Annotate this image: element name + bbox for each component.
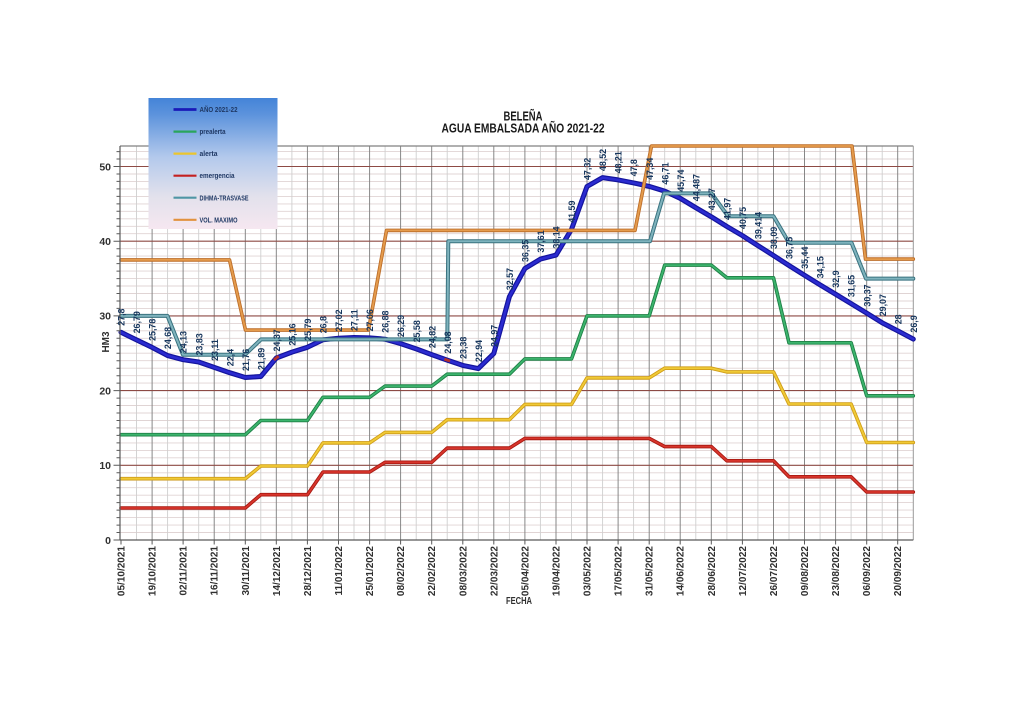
svg-text:FECHA: FECHA bbox=[506, 596, 532, 607]
svg-text:08/02/2022: 08/02/2022 bbox=[396, 546, 407, 596]
svg-text:50: 50 bbox=[99, 161, 111, 173]
svg-text:26,88: 26,88 bbox=[381, 310, 391, 332]
svg-text:41,59: 41,59 bbox=[567, 201, 577, 223]
svg-text:23,11: 23,11 bbox=[210, 339, 220, 361]
svg-text:25,16: 25,16 bbox=[288, 323, 298, 345]
svg-text:27,06: 27,06 bbox=[365, 309, 375, 331]
svg-text:06/09/2022: 06/09/2022 bbox=[862, 546, 873, 596]
svg-text:05/04/2022: 05/04/2022 bbox=[520, 546, 531, 596]
svg-text:21,89: 21,89 bbox=[256, 348, 266, 370]
svg-text:30/11/2021: 30/11/2021 bbox=[241, 546, 252, 596]
svg-text:20: 20 bbox=[99, 385, 111, 397]
svg-text:35,44: 35,44 bbox=[800, 247, 810, 269]
svg-text:21,76: 21,76 bbox=[241, 349, 251, 371]
svg-text:38,09: 38,09 bbox=[769, 227, 779, 249]
svg-text:05/10/2021: 05/10/2021 bbox=[117, 546, 128, 596]
svg-text:40: 40 bbox=[99, 236, 111, 248]
svg-text:24,68: 24,68 bbox=[163, 327, 173, 349]
svg-text:30,37: 30,37 bbox=[862, 284, 872, 306]
svg-text:26,29: 26,29 bbox=[396, 315, 406, 337]
svg-text:22,4: 22,4 bbox=[225, 349, 235, 366]
svg-text:40,75: 40,75 bbox=[738, 207, 748, 229]
svg-text:11/01/2022: 11/01/2022 bbox=[334, 546, 345, 596]
svg-text:22/02/2022: 22/02/2022 bbox=[427, 546, 438, 596]
svg-text:24,08: 24,08 bbox=[443, 331, 453, 353]
svg-text:26,9: 26,9 bbox=[909, 315, 919, 332]
svg-text:02/11/2021: 02/11/2021 bbox=[179, 546, 190, 596]
svg-text:14/12/2021: 14/12/2021 bbox=[272, 546, 283, 596]
svg-text:prealerta: prealerta bbox=[200, 127, 227, 136]
svg-text:12/07/2022: 12/07/2022 bbox=[738, 546, 749, 596]
svg-text:48,21: 48,21 bbox=[614, 151, 624, 173]
svg-text:32,57: 32,57 bbox=[505, 268, 515, 290]
svg-text:AÑO 2021-22: AÑO 2021-22 bbox=[200, 105, 238, 114]
svg-text:27,8: 27,8 bbox=[117, 308, 127, 325]
svg-text:24,37: 24,37 bbox=[272, 329, 282, 351]
svg-text:09/08/2022: 09/08/2022 bbox=[800, 546, 811, 596]
svg-text:23,38: 23,38 bbox=[458, 337, 468, 359]
svg-text:31,65: 31,65 bbox=[847, 275, 857, 297]
svg-text:emergencia: emergencia bbox=[200, 171, 236, 180]
svg-text:AGUA EMBALSADA AÑO 2021-22: AGUA EMBALSADA AÑO 2021-22 bbox=[442, 121, 605, 136]
svg-text:14/06/2022: 14/06/2022 bbox=[676, 546, 687, 596]
svg-text:19/10/2021: 19/10/2021 bbox=[148, 546, 159, 596]
svg-text:28: 28 bbox=[893, 314, 903, 324]
svg-text:25,58: 25,58 bbox=[412, 320, 422, 342]
svg-text:VOL. MAXIMO: VOL. MAXIMO bbox=[200, 215, 238, 224]
svg-text:08/03/2022: 08/03/2022 bbox=[458, 546, 469, 596]
svg-text:alerta: alerta bbox=[200, 149, 219, 158]
svg-text:37,61: 37,61 bbox=[536, 230, 546, 252]
svg-text:36,75: 36,75 bbox=[785, 237, 795, 259]
svg-text:23/08/2022: 23/08/2022 bbox=[831, 546, 842, 596]
svg-text:17/05/2022: 17/05/2022 bbox=[614, 546, 625, 596]
svg-text:46,71: 46,71 bbox=[660, 162, 670, 184]
svg-text:29,07: 29,07 bbox=[878, 294, 888, 316]
svg-text:25,79: 25,79 bbox=[303, 319, 313, 341]
svg-text:28/12/2021: 28/12/2021 bbox=[303, 546, 314, 596]
svg-text:31/05/2022: 31/05/2022 bbox=[645, 546, 656, 596]
svg-text:27,02: 27,02 bbox=[334, 309, 344, 331]
svg-text:22,94: 22,94 bbox=[474, 340, 484, 362]
svg-text:16/11/2021: 16/11/2021 bbox=[210, 546, 221, 596]
svg-text:30: 30 bbox=[99, 311, 111, 323]
svg-text:03/05/2022: 03/05/2022 bbox=[583, 546, 594, 596]
svg-text:27,11: 27,11 bbox=[350, 309, 360, 331]
svg-text:24,13: 24,13 bbox=[179, 331, 189, 353]
svg-text:47,8: 47,8 bbox=[629, 159, 639, 176]
svg-text:19/04/2022: 19/04/2022 bbox=[552, 546, 563, 596]
svg-text:34,15: 34,15 bbox=[816, 256, 826, 278]
svg-text:36,35: 36,35 bbox=[521, 240, 531, 262]
svg-text:10: 10 bbox=[99, 460, 111, 472]
svg-text:DIHMA-TRASVASE: DIHMA-TRASVASE bbox=[200, 193, 249, 202]
svg-text:25/01/2022: 25/01/2022 bbox=[365, 546, 376, 596]
svg-text:47,32: 47,32 bbox=[583, 158, 593, 180]
svg-text:38,14: 38,14 bbox=[552, 226, 562, 248]
svg-text:BELEÑA: BELEÑA bbox=[504, 109, 543, 124]
svg-text:48,52: 48,52 bbox=[598, 149, 608, 171]
svg-text:HM3: HM3 bbox=[100, 331, 112, 352]
svg-text:20/09/2022: 20/09/2022 bbox=[893, 546, 904, 596]
svg-text:43,27: 43,27 bbox=[707, 188, 717, 210]
svg-text:41,97: 41,97 bbox=[723, 198, 733, 220]
svg-text:0: 0 bbox=[105, 535, 111, 547]
svg-text:24,97: 24,97 bbox=[489, 325, 499, 347]
svg-text:32,9: 32,9 bbox=[831, 270, 841, 287]
svg-text:26,8: 26,8 bbox=[319, 316, 329, 333]
svg-text:22/03/2022: 22/03/2022 bbox=[489, 546, 500, 596]
svg-text:26/07/2022: 26/07/2022 bbox=[769, 546, 780, 596]
svg-text:26,79: 26,79 bbox=[132, 311, 142, 333]
svg-text:44,487: 44,487 bbox=[691, 174, 701, 201]
svg-text:47,34: 47,34 bbox=[645, 158, 655, 180]
svg-text:45,74: 45,74 bbox=[676, 170, 686, 192]
svg-text:23,83: 23,83 bbox=[194, 333, 204, 355]
svg-text:39,414: 39,414 bbox=[754, 212, 764, 239]
svg-text:24,82: 24,82 bbox=[427, 326, 437, 348]
svg-text:25,78: 25,78 bbox=[148, 319, 158, 341]
svg-text:28/06/2022: 28/06/2022 bbox=[707, 546, 718, 596]
